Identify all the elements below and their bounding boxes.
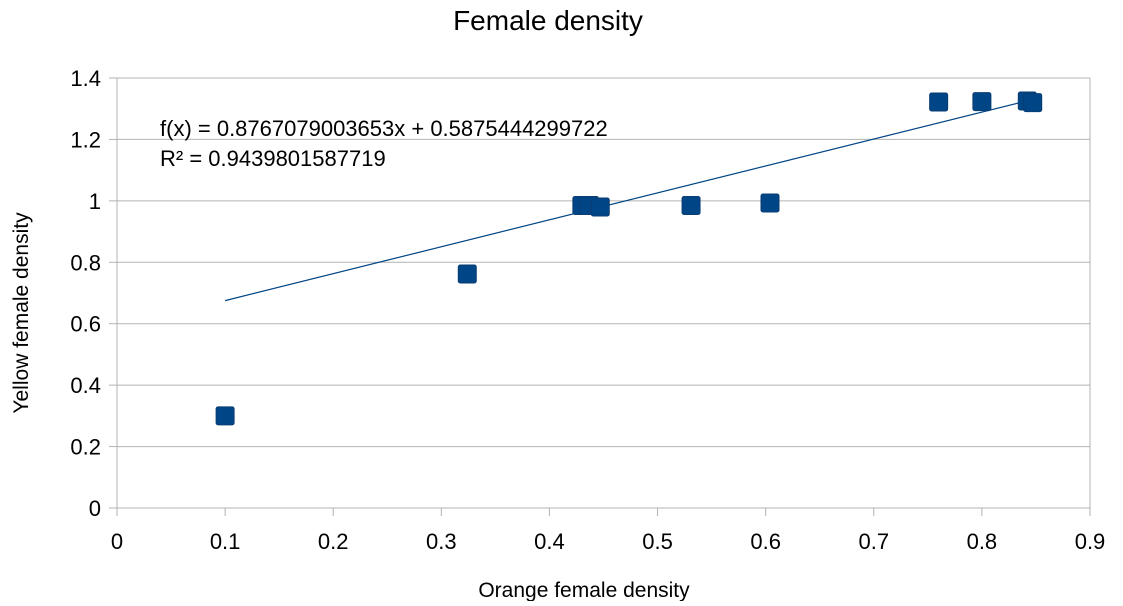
data-point (1023, 93, 1043, 113)
trendline-equation: f(x) = 0.8767079003653x + 0.587544429972… (160, 116, 608, 141)
trendline-r-squared: R² = 0.9439801587719 (160, 146, 386, 171)
data-point (929, 92, 949, 112)
y-tick-label: 0.2 (70, 435, 101, 460)
y-tick-label: 0 (89, 496, 101, 521)
data-point (590, 197, 610, 217)
data-point (681, 195, 701, 215)
chart-title: Female density (453, 5, 643, 36)
trendline-layer (224, 98, 1033, 302)
y-tick-label: 1 (89, 189, 101, 214)
data-point (972, 92, 992, 112)
x-tick-label: 0.8 (967, 529, 998, 554)
x-tick-label: 0.5 (642, 529, 673, 554)
y-axis-label: Yellow female density (10, 212, 33, 414)
x-axis-label: Orange female density (478, 579, 690, 601)
y-tick-label: 0.4 (70, 373, 101, 398)
y-tick-label: 1.4 (70, 66, 101, 91)
data-points (215, 91, 1043, 426)
data-point (457, 264, 477, 284)
x-tick-label: 0 (111, 529, 123, 554)
x-tick-label: 0.6 (750, 529, 781, 554)
axes: 0 0.2 0.4 0.6 0.8 1 1.2 1.4 0 0.1 0.2 0.3 0.4 0.5 0.6 0… (70, 66, 1105, 554)
data-point (215, 406, 235, 426)
x-tick-label: 0.7 (858, 529, 889, 554)
y-tick-label: 0.8 (70, 250, 101, 275)
x-tick-label: 0.4 (534, 529, 565, 554)
x-tick-label: 0.9 (1075, 529, 1106, 554)
data-point (760, 193, 780, 213)
x-tick-label: 0.1 (210, 529, 241, 554)
x-tick-label: 0.2 (318, 529, 349, 554)
y-tick-label: 1.2 (70, 127, 101, 152)
trendline (224, 98, 1033, 302)
x-tick-label: 0.3 (426, 529, 457, 554)
y-tick-label: 0.6 (70, 312, 101, 337)
